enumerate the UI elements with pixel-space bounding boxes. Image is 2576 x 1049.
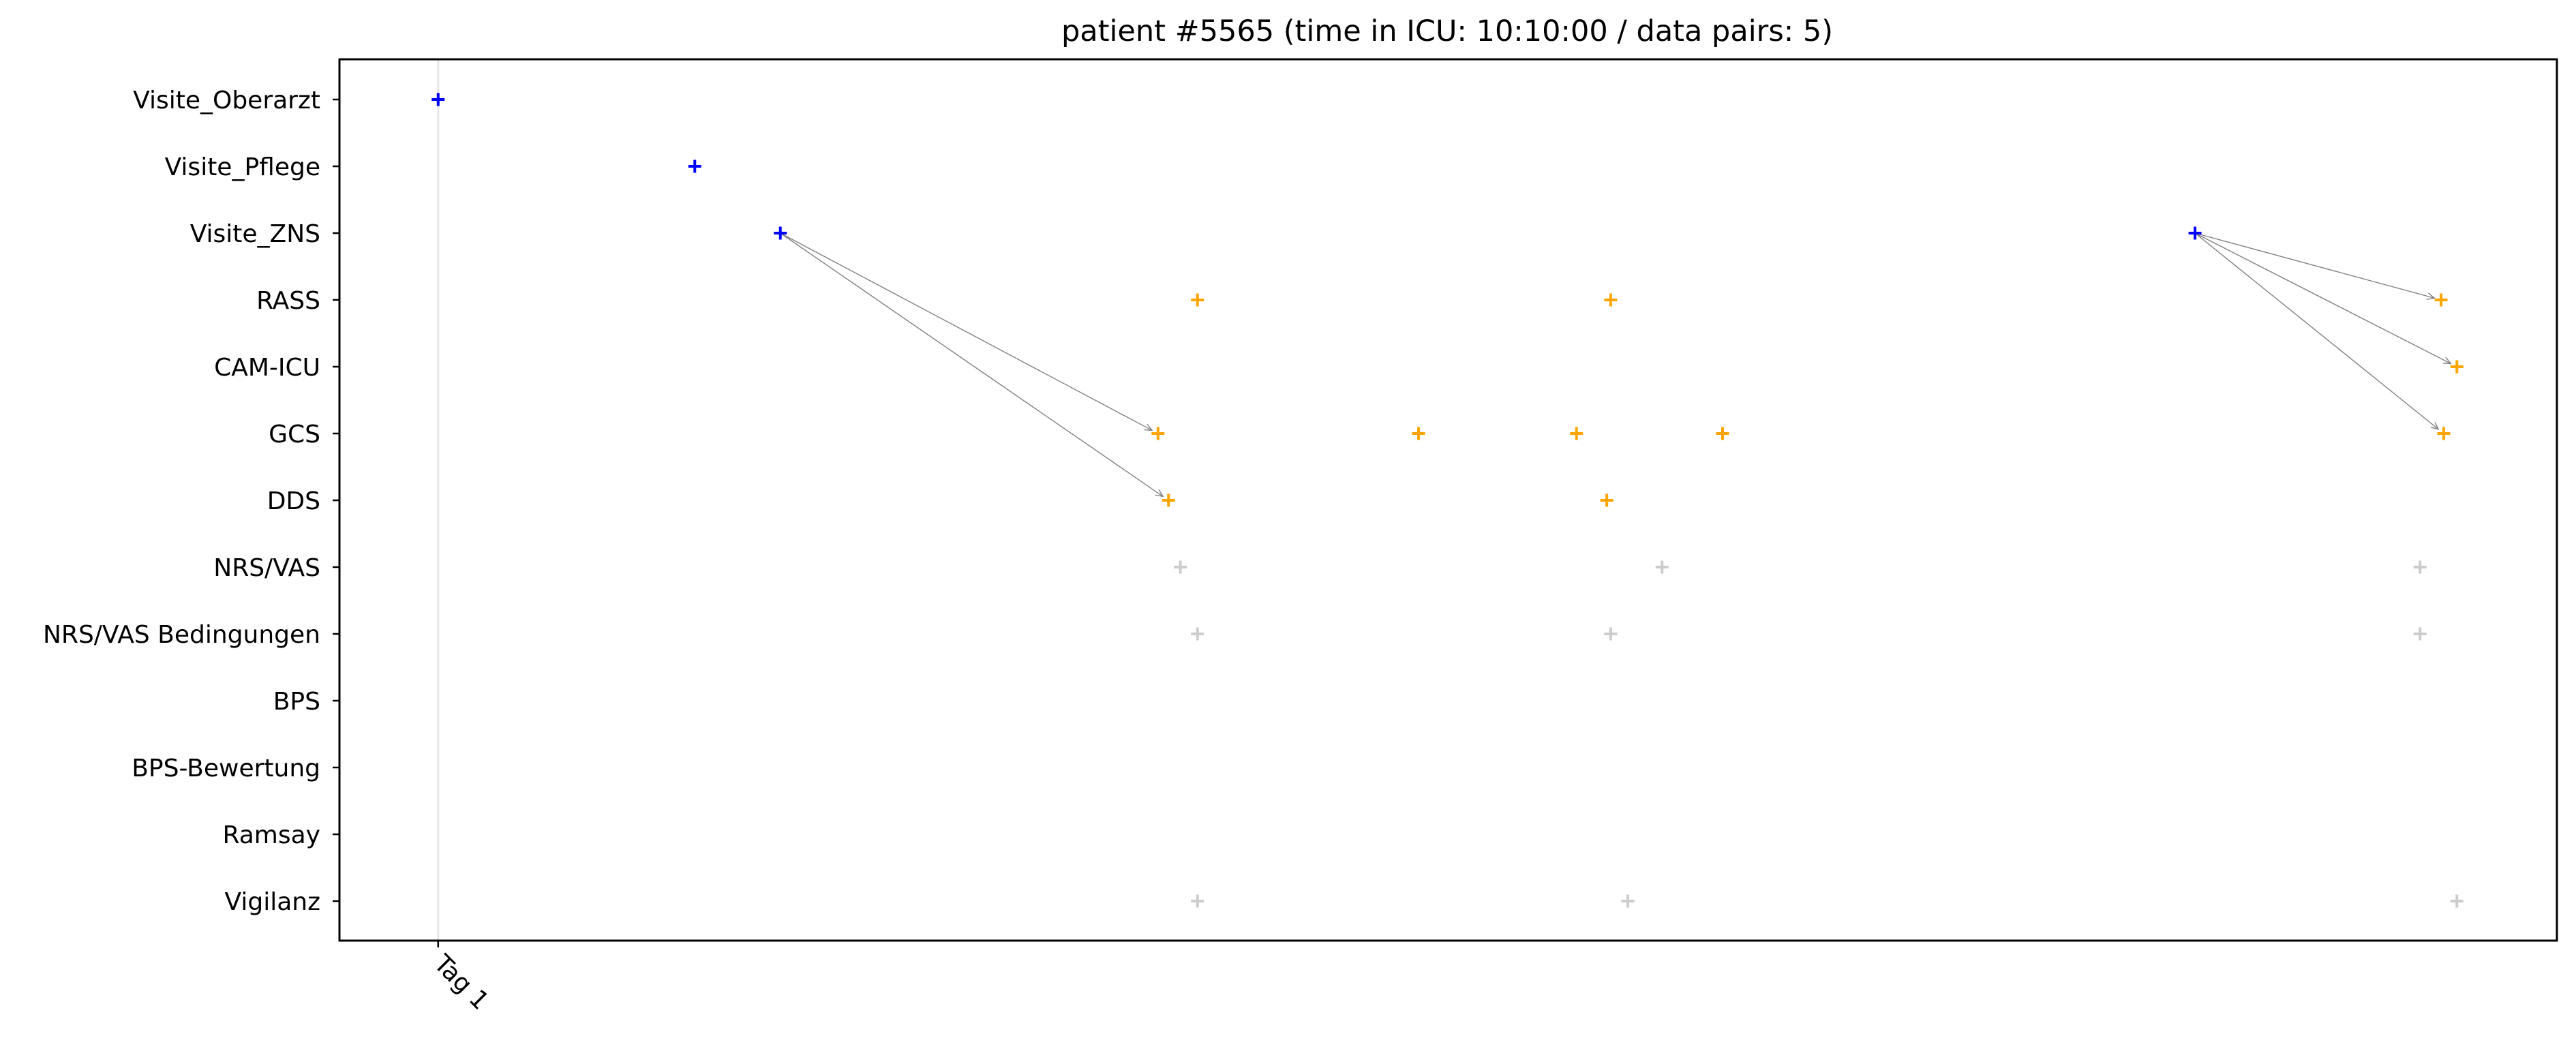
pair-arrow-4 bbox=[2194, 232, 2438, 429]
ytick-label-rass: RASS bbox=[256, 287, 320, 315]
point-assessment-rass-2 bbox=[2434, 293, 2448, 307]
point-unused-nrs-vas-bedingungen-5 bbox=[2413, 627, 2427, 641]
pair-arrow-3 bbox=[2194, 232, 2451, 363]
plot-area-frame bbox=[338, 58, 2558, 942]
data-points bbox=[431, 93, 2464, 908]
xtick-label-0: Tag 1 bbox=[428, 949, 494, 1016]
point-visit-visite-oberarzt-0 bbox=[431, 93, 445, 106]
ytick-label-visite-pflege: Visite_Pflege bbox=[165, 153, 320, 181]
point-assessment-gcs-8 bbox=[2437, 427, 2451, 440]
point-assessment-cam-icu-3 bbox=[2450, 360, 2464, 374]
pair-arrows bbox=[780, 232, 2451, 496]
point-assessment-gcs-7 bbox=[1716, 427, 1729, 440]
ytick-label-nrs-vas-bedingungen: NRS/VAS Bedingungen bbox=[43, 621, 320, 649]
ytick-label-gcs: GCS bbox=[269, 421, 320, 449]
point-visit-visite-zns-2 bbox=[774, 226, 787, 240]
point-unused-nrs-vas-2 bbox=[2413, 560, 2427, 574]
pair-arrow-2 bbox=[2194, 232, 2434, 298]
point-unused-vigilanz-8 bbox=[2450, 894, 2464, 908]
point-unused-nrs-vas-bedingungen-4 bbox=[1604, 627, 1618, 641]
point-unused-vigilanz-7 bbox=[1621, 894, 1635, 908]
point-visit-visite-zns-3 bbox=[2188, 226, 2202, 240]
ytick-label-vigilanz: Vigilanz bbox=[225, 888, 320, 916]
y-axis: Visite_Oberarzt Visite_Pflege Visite_ZNS RA… bbox=[43, 87, 339, 916]
point-unused-nrs-vas-bedingungen-3 bbox=[1191, 627, 1204, 641]
point-assessment-gcs-4 bbox=[1151, 427, 1165, 440]
point-assessment-rass-0 bbox=[1191, 293, 1204, 307]
ytick-label-bps-bewertung: BPS-Bewertung bbox=[132, 755, 320, 782]
point-visit-visite-pflege-1 bbox=[688, 159, 701, 173]
ytick-label-dds: DDS bbox=[267, 487, 320, 515]
pair-arrow-0 bbox=[780, 232, 1152, 430]
chart-title: patient #5565 (time in ICU: 10:10:00 / d… bbox=[1061, 14, 1833, 48]
point-assessment-dds-9 bbox=[1162, 493, 1175, 507]
ytick-label-cam-icu: CAM-ICU bbox=[214, 354, 320, 382]
point-assessment-gcs-5 bbox=[1412, 427, 1425, 440]
pair-arrow-1 bbox=[780, 232, 1163, 496]
point-unused-vigilanz-6 bbox=[1191, 894, 1204, 908]
point-unused-nrs-vas-0 bbox=[1174, 560, 1187, 574]
point-unused-nrs-vas-1 bbox=[1655, 560, 1669, 574]
ytick-label-bps: BPS bbox=[273, 688, 320, 716]
ytick-label-visite-oberarzt: Visite_Oberarzt bbox=[133, 87, 320, 115]
point-assessment-dds-10 bbox=[1600, 493, 1613, 507]
ytick-label-visite-zns: Visite_ZNS bbox=[190, 220, 320, 248]
x-axis: Tag 1 bbox=[428, 941, 494, 1016]
point-assessment-gcs-6 bbox=[1570, 427, 1584, 440]
ytick-label-nrs-vas: NRS/VAS bbox=[213, 554, 320, 582]
point-assessment-rass-1 bbox=[1604, 293, 1618, 307]
ytick-label-ramsay: Ramsay bbox=[223, 821, 320, 849]
